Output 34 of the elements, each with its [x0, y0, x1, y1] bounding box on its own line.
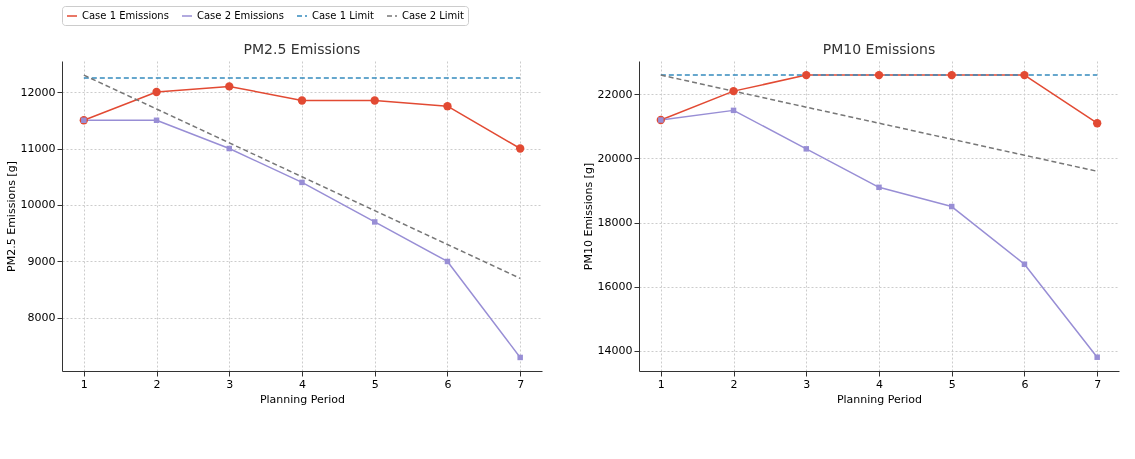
chart-title: PM2.5 Emissions — [243, 41, 361, 57]
x-tick-label: 4 — [876, 377, 883, 391]
y-tick-label: 22000 — [597, 87, 633, 101]
x-tick-label: 3 — [226, 377, 234, 391]
legend-label: Case 1 Emissions — [82, 10, 169, 21]
y-axis-title: PM10 Emissions [g] — [581, 162, 595, 271]
x-tick-label: 7 — [517, 377, 525, 391]
x-axis-title: Planning Period — [259, 392, 346, 406]
y-tick-label: 8000 — [27, 311, 56, 325]
x-tick-label: 4 — [299, 377, 306, 391]
y-tick-label: 14000 — [597, 344, 633, 358]
x-tick-label: 6 — [444, 377, 452, 391]
x-tick-label: 6 — [1021, 377, 1029, 391]
y-tick-label: 20000 — [597, 151, 633, 165]
x-axis-title: Planning Period — [836, 392, 923, 406]
x-tick-label: 1 — [657, 377, 665, 391]
legend-label: Case 2 Limit — [402, 10, 465, 21]
x-tick-label: 1 — [80, 377, 88, 391]
legend-label: Case 1 Limit — [312, 10, 375, 21]
y-tick-label: 18000 — [597, 216, 633, 230]
y-tick-label: 10000 — [20, 198, 56, 212]
x-tick-label: 5 — [371, 377, 379, 391]
legend-label: Case 2 Emissions — [197, 10, 284, 21]
x-tick-label: 5 — [948, 377, 956, 391]
x-tick-label: 2 — [730, 377, 738, 391]
y-tick-label: 16000 — [597, 280, 633, 294]
chart-title: PM10 Emissions — [822, 41, 936, 57]
x-tick-label: 7 — [1094, 377, 1102, 391]
y-tick-label: 9000 — [27, 254, 56, 268]
y-tick-label: 11000 — [20, 142, 56, 156]
x-tick-label: 3 — [803, 377, 811, 391]
y-axis-title: PM2.5 Emissions [g] — [4, 161, 18, 272]
x-tick-label: 2 — [153, 377, 161, 391]
y-tick-label: 12000 — [20, 85, 56, 99]
